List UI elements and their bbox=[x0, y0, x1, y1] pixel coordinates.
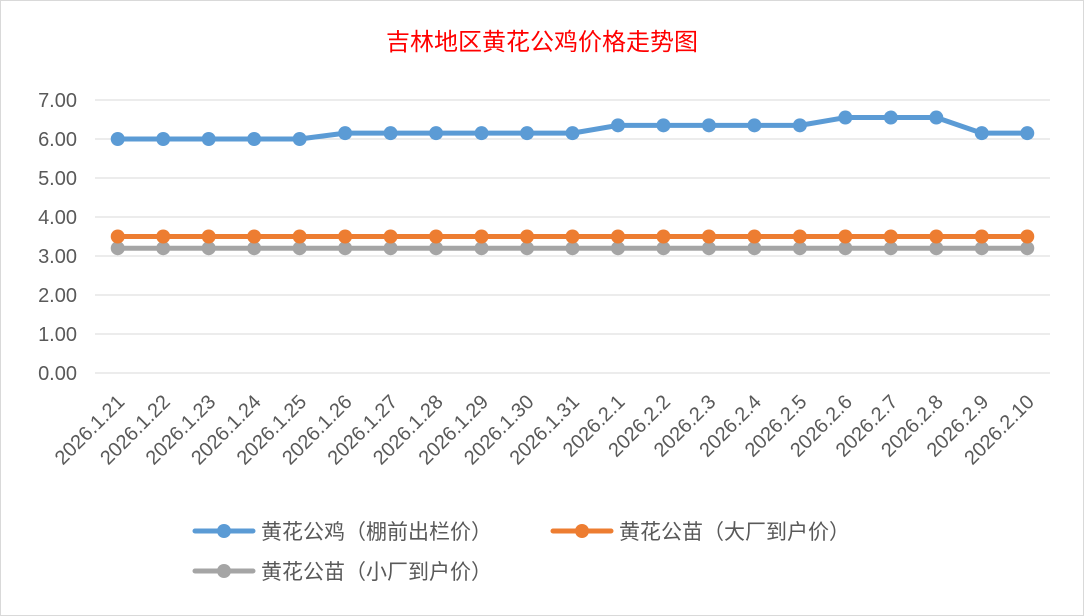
data-point bbox=[747, 229, 762, 244]
y-tick-label: 5.00 bbox=[38, 168, 77, 190]
data-point bbox=[610, 118, 625, 133]
y-tick-label: 0.00 bbox=[38, 363, 77, 385]
x-axis-ticks: 2026.1.212026.1.222026.1.232026.1.242026… bbox=[51, 391, 1039, 469]
data-point bbox=[247, 241, 262, 256]
legend-item: 黄花公鸡（棚前出栏价） bbox=[192, 520, 492, 544]
data-point bbox=[929, 241, 944, 256]
data-point bbox=[201, 229, 216, 244]
data-point bbox=[429, 126, 444, 141]
data-point bbox=[565, 126, 580, 141]
data-point bbox=[110, 241, 125, 256]
y-tick-label: 6.00 bbox=[38, 129, 77, 151]
data-point bbox=[110, 132, 125, 146]
data-point bbox=[247, 229, 262, 244]
data-point bbox=[883, 110, 898, 125]
y-tick-label: 7.00 bbox=[38, 90, 77, 112]
data-point bbox=[656, 241, 671, 256]
data-point bbox=[292, 241, 307, 256]
data-point bbox=[1020, 229, 1035, 244]
data-point bbox=[883, 229, 898, 244]
data-point bbox=[474, 126, 489, 141]
gridlines bbox=[95, 99, 1050, 374]
data-point bbox=[338, 126, 353, 141]
data-point bbox=[929, 229, 944, 244]
legend-item: 黄花公苗（小厂到户价） bbox=[192, 560, 492, 584]
data-point bbox=[974, 229, 989, 244]
data-point bbox=[974, 241, 989, 256]
data-point bbox=[292, 132, 307, 146]
series bbox=[110, 241, 1035, 256]
legend-swatch-marker bbox=[575, 524, 589, 538]
data-point bbox=[201, 241, 216, 256]
data-point bbox=[338, 229, 353, 244]
legend-label: 黄花公鸡（棚前出栏价） bbox=[261, 520, 492, 544]
data-point bbox=[838, 241, 853, 256]
data-point bbox=[701, 229, 716, 244]
data-point bbox=[1020, 126, 1035, 141]
data-point bbox=[110, 229, 125, 244]
data-point bbox=[383, 229, 398, 244]
data-point bbox=[565, 241, 580, 256]
data-point bbox=[520, 241, 535, 256]
data-point bbox=[383, 126, 398, 141]
data-point bbox=[974, 126, 989, 141]
data-point bbox=[610, 229, 625, 244]
data-point bbox=[747, 118, 762, 133]
data-point bbox=[701, 241, 716, 256]
data-point bbox=[383, 241, 398, 256]
data-point bbox=[156, 132, 171, 146]
data-point bbox=[838, 110, 853, 125]
y-tick-label: 1.00 bbox=[38, 324, 77, 346]
data-point bbox=[156, 241, 171, 256]
legend: 黄花公鸡（棚前出栏价） 黄花公苗（大厂到户价） 黄花公苗（小厂到户价） bbox=[192, 520, 850, 584]
series bbox=[110, 229, 1035, 244]
legend-label: 黄花公苗（大厂到户价） bbox=[619, 520, 850, 544]
data-point bbox=[747, 241, 762, 256]
data-point bbox=[792, 241, 807, 256]
legend-swatch-marker bbox=[217, 524, 231, 538]
data-point bbox=[201, 132, 216, 146]
data-point bbox=[792, 118, 807, 133]
data-point bbox=[156, 229, 171, 244]
chart-title: 吉林地区黄花公鸡价格走势图 bbox=[386, 28, 698, 56]
data-point bbox=[520, 126, 535, 141]
data-point bbox=[701, 118, 716, 133]
data-point bbox=[247, 132, 262, 146]
data-point bbox=[656, 229, 671, 244]
data-point bbox=[565, 229, 580, 244]
data-point bbox=[429, 229, 444, 244]
series-group bbox=[110, 110, 1035, 256]
data-point bbox=[474, 229, 489, 244]
data-point bbox=[656, 118, 671, 133]
data-point bbox=[520, 229, 535, 244]
legend-label: 黄花公苗（小厂到户价） bbox=[261, 560, 492, 584]
series bbox=[110, 110, 1035, 146]
data-point bbox=[792, 229, 807, 244]
legend-swatch-marker bbox=[217, 564, 231, 578]
data-point bbox=[883, 241, 898, 256]
data-point bbox=[610, 241, 625, 256]
y-tick-label: 3.00 bbox=[38, 246, 77, 268]
data-point bbox=[929, 110, 944, 125]
data-point bbox=[474, 241, 489, 256]
y-tick-label: 4.00 bbox=[38, 207, 77, 229]
legend-item: 黄花公苗（大厂到户价） bbox=[550, 520, 850, 544]
y-tick-label: 2.00 bbox=[38, 285, 77, 307]
data-point bbox=[429, 241, 444, 256]
data-point bbox=[338, 241, 353, 256]
data-point bbox=[838, 229, 853, 244]
y-axis-ticks: 0.00 1.00 2.00 3.00 4.00 5.00 6.00 7.00 bbox=[38, 90, 77, 385]
data-point bbox=[292, 229, 307, 244]
data-point bbox=[1020, 241, 1035, 256]
